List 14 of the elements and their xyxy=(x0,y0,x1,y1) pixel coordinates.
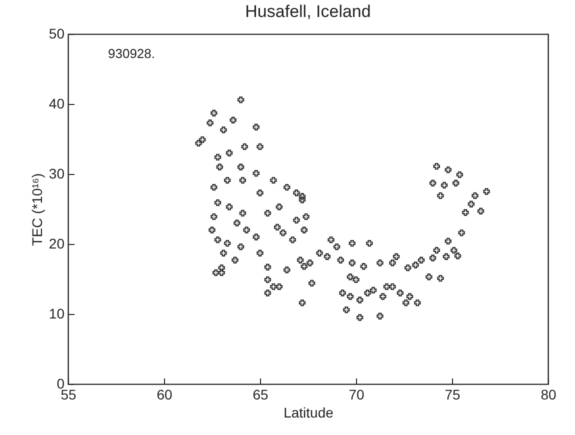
y-tick-label: 20 xyxy=(48,236,65,252)
x-tick-label: 65 xyxy=(252,386,268,402)
x-tick-label: 75 xyxy=(444,386,460,402)
x-tick-label: 70 xyxy=(348,386,364,402)
y-tick-label: 30 xyxy=(48,166,65,182)
x-axis-title: Latitude xyxy=(284,404,334,420)
x-tick-label: 80 xyxy=(540,386,556,402)
x-tick-label: 60 xyxy=(156,386,172,402)
y-axis-title: TEC (*10¹⁶) xyxy=(28,173,45,246)
annotation: 930928. xyxy=(108,46,155,61)
y-tick-label: 50 xyxy=(48,26,65,42)
y-tick-label: 10 xyxy=(48,306,65,322)
chart-title: Husafell, Iceland xyxy=(245,2,371,21)
y-tick-label: 40 xyxy=(48,96,65,112)
